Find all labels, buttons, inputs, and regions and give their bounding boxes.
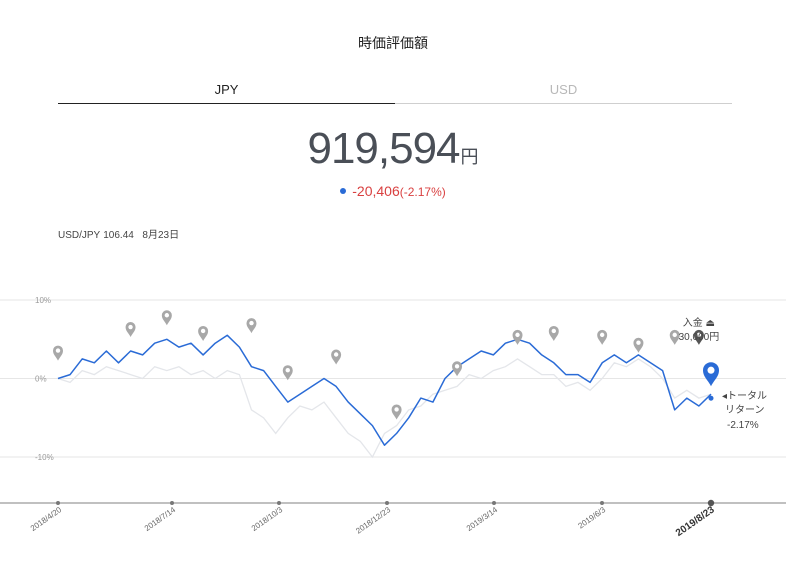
purchase-marker-icon-hole bbox=[249, 320, 254, 326]
x-tick-label: 2018/7/14 bbox=[143, 505, 178, 533]
x-tick-label: 2019/8/23 bbox=[674, 504, 717, 539]
x-tick-label: 2018/4/20 bbox=[29, 505, 64, 533]
purchase-marker-icon-shape bbox=[597, 329, 608, 345]
amount-unit: 円 bbox=[460, 147, 479, 167]
purchase-marker-icon-hole bbox=[55, 348, 61, 353]
x-tick-dot bbox=[56, 501, 60, 505]
x-tick-dot bbox=[277, 501, 281, 505]
deposit-marker-icon-shape bbox=[693, 329, 704, 345]
purchase-marker-icon-hole bbox=[128, 324, 133, 330]
change-percent: (-2.17%) bbox=[399, 185, 446, 199]
tab-usd[interactable]: USD bbox=[395, 82, 732, 104]
rate-date: 8月23日 bbox=[142, 230, 180, 241]
amount-value: 919,594 bbox=[307, 124, 460, 173]
tab-jpy[interactable]: JPY bbox=[58, 82, 395, 104]
purchase-marker-icon-hole bbox=[394, 407, 399, 412]
current-marker-icon[interactable] bbox=[703, 362, 719, 387]
purchase-marker-icon-hole bbox=[672, 332, 677, 338]
purchase-marker-icon-hole bbox=[515, 332, 520, 338]
purchase-marker-icon[interactable] bbox=[512, 329, 523, 345]
purchase-marker-icon[interactable] bbox=[597, 329, 608, 345]
purchase-marker-icon[interactable] bbox=[452, 361, 463, 377]
x-tick-dot bbox=[170, 501, 174, 505]
total-return-value: -2.17% bbox=[727, 420, 759, 431]
deposit-amount: 30,000円 bbox=[679, 332, 720, 343]
purchase-marker-icon-shape bbox=[452, 361, 463, 377]
purchase-marker-icon-shape bbox=[548, 325, 559, 341]
rate-label: USD/JPY bbox=[58, 230, 101, 241]
purchase-marker-icon-hole bbox=[636, 340, 641, 345]
deposit-marker-icon[interactable] bbox=[693, 329, 704, 345]
series-line-portfolio bbox=[57, 334, 712, 446]
series-line-benchmark bbox=[57, 358, 712, 459]
purchase-marker-icon[interactable] bbox=[548, 325, 559, 341]
x-tick-label: 2019/3/14 bbox=[465, 505, 500, 533]
purchase-marker-icon[interactable] bbox=[161, 310, 172, 326]
purchase-marker-icon-hole bbox=[551, 328, 556, 334]
total-return-label-2: リターン bbox=[725, 404, 765, 416]
x-tick-label: 2018/10/3 bbox=[250, 505, 285, 533]
purchase-marker-icon-shape bbox=[53, 345, 63, 361]
change-value: -20,406 bbox=[352, 183, 400, 199]
current-marker-icon-hole bbox=[707, 366, 715, 374]
total-return-label: ◂トータル bbox=[722, 390, 767, 402]
change-dot-icon bbox=[340, 188, 347, 195]
purchase-marker-icon[interactable] bbox=[198, 325, 209, 341]
purchase-marker-icon-shape bbox=[161, 310, 172, 326]
purchase-marker-icon[interactable] bbox=[282, 365, 293, 381]
valuation-change: -20,406(-2.17%) bbox=[0, 183, 786, 199]
purchase-marker-icon[interactable] bbox=[331, 349, 342, 365]
purchase-marker-icon-hole bbox=[599, 332, 605, 338]
purchase-marker-icon-shape bbox=[282, 365, 293, 381]
currency-tabs: JPY USD bbox=[58, 82, 732, 104]
purchase-marker-icon-hole bbox=[333, 352, 339, 357]
purchase-marker-icon-hole bbox=[454, 364, 460, 369]
purchase-marker-icon[interactable] bbox=[669, 329, 680, 345]
purchase-marker-icon[interactable] bbox=[53, 345, 63, 361]
deposit-title: 入金 ⏏ bbox=[683, 316, 715, 329]
x-tick-dot bbox=[600, 501, 604, 505]
y-tick-label: -10% bbox=[35, 453, 54, 462]
y-tick-label: 0% bbox=[35, 375, 47, 384]
deposit-marker-icon-hole bbox=[696, 332, 702, 338]
y-tick-label: 10% bbox=[35, 296, 51, 305]
purchase-marker-icon-shape bbox=[246, 318, 257, 334]
purchase-marker-icon-hole bbox=[164, 313, 170, 318]
purchase-marker-icon-hole bbox=[285, 368, 290, 373]
x-tick-dot bbox=[707, 499, 715, 507]
purchase-marker-icon[interactable] bbox=[633, 337, 644, 353]
purchase-marker-icon-shape bbox=[391, 404, 402, 420]
exchange-rate: USD/JPY 106.44 8月23日 bbox=[58, 226, 182, 241]
page-title: 時価評価額 bbox=[358, 35, 428, 51]
purchase-marker-icon-hole bbox=[200, 328, 206, 334]
rate-value: 106.44 bbox=[103, 230, 134, 241]
purchase-marker-icon-shape bbox=[512, 329, 523, 345]
x-tick-label: 2019/6/3 bbox=[576, 505, 607, 531]
purchase-marker-icon-shape bbox=[198, 325, 209, 341]
current-point bbox=[708, 395, 714, 401]
purchase-marker-icon[interactable] bbox=[246, 318, 257, 334]
purchase-marker-icon-shape bbox=[125, 322, 136, 338]
x-tick-dot bbox=[385, 501, 389, 505]
valuation-amount: 919,594円 bbox=[0, 124, 786, 174]
purchase-marker-icon-shape bbox=[331, 349, 342, 365]
current-marker-icon-shape bbox=[703, 362, 719, 387]
purchase-marker-icon-shape bbox=[633, 337, 644, 353]
purchase-marker-icon-shape bbox=[669, 329, 680, 345]
purchase-marker-icon[interactable] bbox=[391, 404, 402, 420]
x-tick-label: 2018/12/23 bbox=[354, 505, 392, 536]
x-tick-dot bbox=[492, 501, 496, 505]
purchase-marker-icon[interactable] bbox=[125, 322, 136, 338]
